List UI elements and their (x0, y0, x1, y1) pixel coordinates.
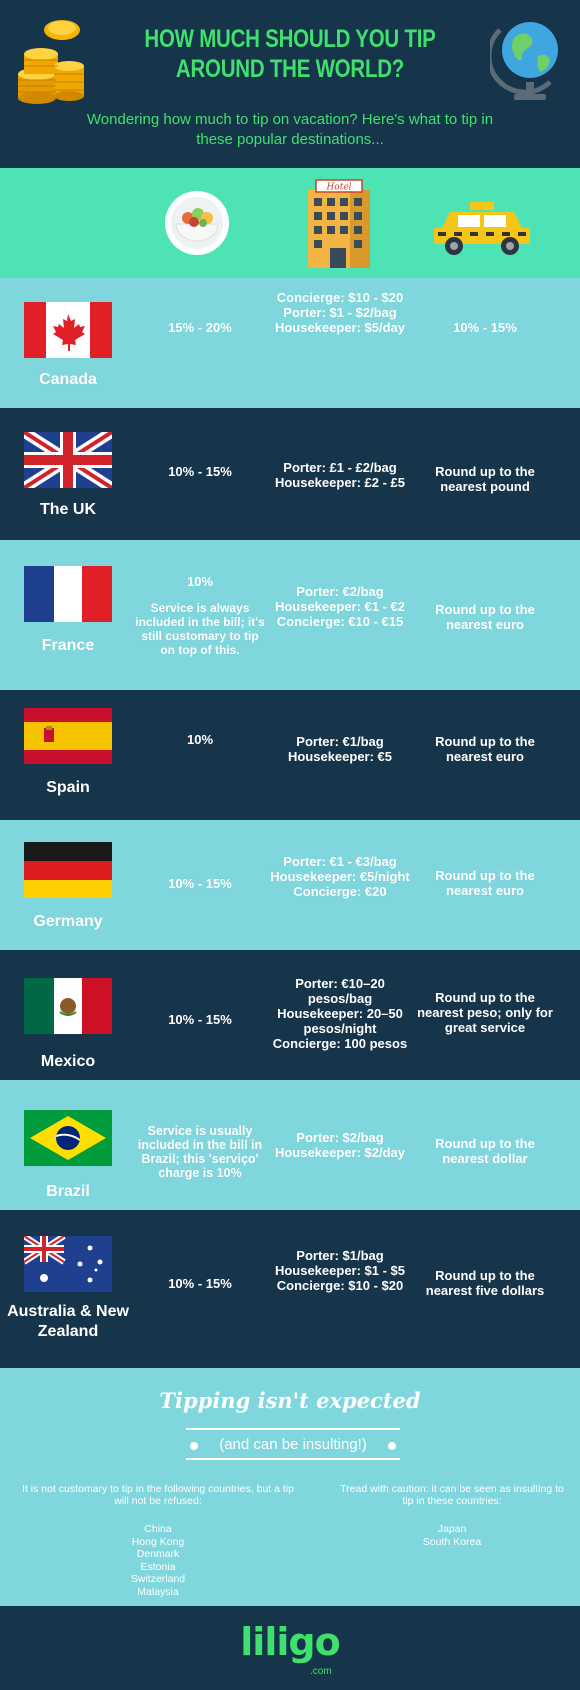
list-item: South Korea (422, 1535, 482, 1548)
country-row-australia-nz: Australia & New Zealand 10% - 15% Porter… (0, 1210, 580, 1368)
restaurant-tip: 15% - 20% (168, 320, 232, 335)
hotel-tip: Porter: €10–20 pesos/bag Housekeeper: 20… (272, 976, 408, 1051)
hotel-building-icon: Hotel (308, 179, 370, 268)
list-item: Denmark (136, 1548, 180, 1560)
logo-domain: .com (310, 1666, 332, 1677)
restaurant-tip: 10% - 15% (168, 876, 232, 891)
taxi-tip: Round up to the nearest five dollars (425, 1268, 545, 1298)
country-name: France (41, 637, 95, 654)
hotel-tip: Porter: €1 - €3/bag Housekeeper: €5/nigh… (270, 854, 410, 899)
country-row-france: France 10% Service is always included in… (0, 540, 580, 690)
germany-flag-icon (24, 842, 112, 898)
no-tip-subtitle-box: (and can be insulting!) (186, 1428, 400, 1460)
globe-icon (490, 22, 558, 100)
country-name: Canada (39, 371, 97, 388)
restaurant-tip: 10% (186, 732, 214, 747)
mexico-flag-icon (24, 978, 112, 1034)
insulting-note: Tread with caution: it can be seen as in… (340, 1483, 564, 1507)
insulting-list: Japan South Korea (352, 1523, 552, 1548)
taxi-tip: Round up to the nearest peso; only for g… (417, 990, 553, 1035)
hotel-tip: Porter: €2/bag Housekeeper: €1 - €2 Conc… (274, 584, 406, 629)
header: HOW MUCH SHOULD YOU TIP AROUND THE WORLD… (0, 0, 580, 168)
country-name: Brazil (46, 1183, 90, 1200)
page-title: HOW MUCH SHOULD YOU TIP AROUND THE WORLD… (144, 25, 436, 83)
country-row-spain: Spain 10% Porter: €1/bag Housekeeper: €5… (0, 690, 580, 820)
dot-icon (388, 1442, 396, 1450)
canada-flag-icon (24, 302, 112, 358)
hotel-sign: Hotel (325, 183, 351, 193)
page-subtitle: Wondering how much to tip on vacation? H… (86, 111, 494, 148)
no-tip-subtitle: (and can be insulting!) (219, 1436, 367, 1453)
list-item: Hong Kong (131, 1535, 185, 1548)
hotel-tip: Porter: £1 - £2/bag Housekeeper: £2 - £5 (274, 460, 406, 490)
list-item: Japan (437, 1523, 467, 1535)
country-row-germany: Germany 10% - 15% Porter: €1 - €3/bag Ho… (0, 820, 580, 950)
country-name: The UK (40, 501, 96, 518)
column-icon-band: Hotel (0, 168, 580, 278)
not-customary-note: It is not customary to tip in the follow… (22, 1483, 294, 1507)
taxi-tip: Round up to the nearest euro (435, 734, 535, 764)
country-name: Germany (33, 913, 103, 930)
taxi-icon (434, 202, 530, 255)
taxi-tip: Round up to the nearest euro (435, 868, 535, 898)
list-item: Malaysia (137, 1585, 179, 1598)
country-name: Mexico (40, 1053, 96, 1070)
list-item: China (144, 1523, 172, 1535)
spain-flag-icon (24, 708, 112, 764)
food-plate-icon (165, 191, 229, 255)
hotel-tip: Concierge: $10 - $20 Porter: $1 - $2/bag… (274, 290, 406, 335)
taxi-tip: Round up to the nearest pound (435, 464, 535, 494)
footer: liligo .com (0, 1606, 580, 1690)
taxi-tip: Round up to the nearest dollar (435, 1136, 535, 1166)
country-row-uk: The UK 10% - 15% Porter: £1 - £2/bag Hou… (0, 408, 580, 540)
hotel-tip: Porter: $2/bag Housekeeper: $2/day (274, 1130, 406, 1160)
restaurant-tip: 10% - 15% (168, 464, 232, 479)
restaurant-note: Service is always included in the bill; … (135, 601, 265, 657)
not-customary-list: China Hong Kong Denmark Estonia Switzerl… (58, 1523, 258, 1598)
list-item: Estonia (140, 1560, 176, 1573)
brazil-flag-icon (24, 1110, 112, 1166)
no-tip-section: Tipping isn't expected (and can be insul… (0, 1368, 580, 1606)
hotel-tip: Porter: $1/bag Housekeeper: $1 - $5 Conc… (274, 1248, 406, 1293)
restaurant-tip: Service is usually included in the bill … (137, 1124, 263, 1180)
australia-flag-icon (24, 1236, 112, 1292)
no-tip-title: Tipping isn't expected (159, 1388, 421, 1413)
hotel-tip: Porter: €1/bag Housekeeper: €5 (287, 734, 393, 764)
list-item: Switzerland (130, 1573, 186, 1585)
country-name: Spain (46, 779, 90, 796)
liligo-logo: liligo (240, 1620, 340, 1664)
france-flag-icon (24, 566, 112, 622)
country-name: Australia & New Zealand (7, 1303, 129, 1340)
restaurant-tip: 10% - 15% (168, 1276, 232, 1291)
uk-flag-icon (24, 432, 112, 488)
taxi-tip: 10% - 15% (453, 320, 517, 335)
restaurant-tip: 10% Service is always included in the bi… (135, 574, 265, 657)
country-row-brazil: Brazil Service is usually included in th… (0, 1080, 580, 1210)
restaurant-tip: 10% - 15% (168, 1012, 232, 1027)
country-row-canada: Canada 15% - 20% Concierge: $10 - $20 Po… (0, 278, 580, 408)
country-row-mexico: Mexico 10% - 15% Porter: €10–20 pesos/ba… (0, 950, 580, 1080)
dot-icon (190, 1442, 198, 1450)
taxi-tip: Round up to the nearest euro (435, 602, 535, 632)
coin-stack-icon (18, 20, 84, 104)
